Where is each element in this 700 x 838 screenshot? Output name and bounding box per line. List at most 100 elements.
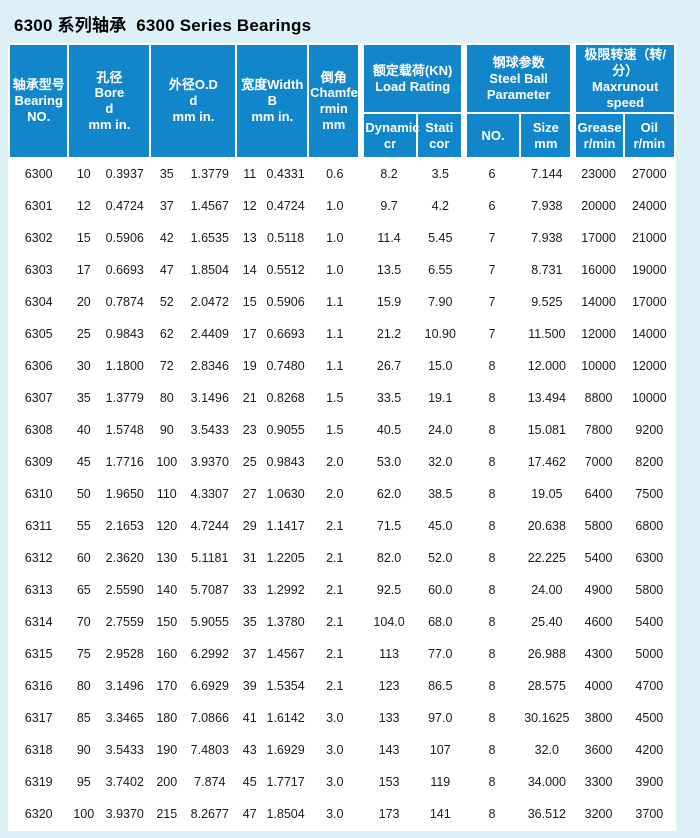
table-cell: 8 [462,381,522,416]
header-max-speed: 极限转速（转/分） Maxrunout speed [570,42,676,115]
table-cell: 22.225 [519,541,575,576]
table-cell: 8 [462,349,522,384]
table-cell: 47 [149,253,185,288]
table-cell: 71.5 [360,509,418,544]
table-cell: 8 [462,797,522,832]
header-ball-size: Size mm [519,112,575,160]
table-cell: 0.5906 [98,221,152,256]
table-row: 6305 25 0.9843 62 2.4409 17 0.6693 1.1 21.2 10.90… [7,317,677,352]
table-cell: 8.731 [519,253,575,288]
table-cell: 2.7559 [98,605,152,640]
table-cell: 3.5433 [182,413,238,448]
table-cell: 25 [235,445,265,480]
table-row: 6319 95 3.7402 200 7.874 45 1.7717 3.0 153 119 8 34… [7,765,677,800]
table-cell: 3600 [572,733,625,768]
table-cell: 1.5748 [98,413,152,448]
table-cell: 100 [149,445,185,480]
table-cell: 13.5 [360,253,418,288]
table-cell: 8 [462,701,522,736]
table-cell: 31 [235,541,265,576]
table-cell: 80 [67,669,101,704]
table-cell: 5800 [622,573,677,608]
table-cell: 55 [67,509,101,544]
table-cell: 12 [235,189,265,224]
table-cell: 41 [235,701,265,736]
table-cell: 0.9055 [262,413,310,448]
table-cell: 15 [235,285,265,320]
table-cell: 85 [67,701,101,736]
table-row: 6318 90 3.5433 190 7.4803 43 1.6929 3.0 143 107 8 3… [7,733,677,768]
table-cell: 141 [415,797,465,832]
table-cell: 180 [149,701,185,736]
table-cell: 6302 [7,221,70,256]
table-cell: 150 [149,605,185,640]
table-cell: 6304 [7,285,70,320]
table-cell: 95 [67,765,101,800]
table-cell: 3.5433 [98,733,152,768]
table-cell: 15 [67,221,101,256]
table-cell: 17 [235,317,265,352]
table-cell: 0.4331 [262,157,310,192]
table-cell: 19 [235,349,265,384]
table-cell: 2.9528 [98,637,152,672]
table-cell: 2.1 [307,669,363,704]
table-cell: 2.1 [307,541,363,576]
table-cell: 130 [149,541,185,576]
table-cell: 2.1 [307,637,363,672]
table-cell: 10000 [622,381,677,416]
table-cell: 5.7087 [182,573,238,608]
table-cell: 1.7716 [98,445,152,480]
table-cell: 27 [235,477,265,512]
table-cell: 8 [462,605,522,640]
table-cell: 6306 [7,349,70,384]
table-cell: 60 [67,541,101,576]
table-cell: 4600 [572,605,625,640]
table-cell: 1.2992 [262,573,310,608]
table-row: 6304 20 0.7874 52 2.0472 15 0.5906 1.1 15.9 7.90 7… [7,285,677,320]
table-cell: 8200 [622,445,677,480]
table-cell: 8 [462,541,522,576]
table-cell: 11 [235,157,265,192]
table-cell: 25 [67,317,101,352]
table-cell: 0.8268 [262,381,310,416]
header-bore: 孔径 Bore d mm in. [67,42,152,160]
table-cell: 1.6142 [262,701,310,736]
table-cell: 50 [67,477,101,512]
table-cell: 8 [462,413,522,448]
table-cell: 1.2205 [262,541,310,576]
table-cell: 6308 [7,413,70,448]
table-cell: 19000 [622,253,677,288]
table-cell: 0.4724 [98,189,152,224]
table-cell: 8 [462,573,522,608]
table-cell: 7500 [622,477,677,512]
table-row: 6314 70 2.7559 150 5.9055 35 1.3780 2.1 104.0 68.… [7,605,677,640]
table-cell: 21.2 [360,317,418,352]
table-cell: 6800 [622,509,677,544]
table-cell: 3.0 [307,765,363,800]
table-cell: 53.0 [360,445,418,480]
table-cell: 6317 [7,701,70,736]
table-cell: 60.0 [415,573,465,608]
table-cell: 6316 [7,669,70,704]
table-cell: 7000 [572,445,625,480]
table-row: 6307 35 1.3779 80 3.1496 21 0.8268 1.5 33.5 19.1 8… [7,381,677,416]
table-cell: 2.0 [307,445,363,480]
table-cell: 5400 [622,605,677,640]
table-cell: 86.5 [415,669,465,704]
table-cell: 0.4724 [262,189,310,224]
table-cell: 17000 [572,221,625,256]
table-row: 6302 15 0.5906 42 1.6535 13 0.5118 1.0 11.4 5.45 7… [7,221,677,256]
table-cell: 30.1625 [519,701,575,736]
table-cell: 12000 [622,349,677,384]
table-cell: 143 [360,733,418,768]
header-oil-speed: Oil r/min [622,112,677,160]
table-cell: 35 [149,157,185,192]
table-cell: 3.9370 [182,445,238,480]
table-cell: 62.0 [360,477,418,512]
table-cell: 8 [462,477,522,512]
table-cell: 8 [462,509,522,544]
table-row: 6300 10 0.3937 35 1.3779 11 0.4331 0.6 8.2 3.5 6 7.… [7,157,677,192]
table-cell: 10 [67,157,101,192]
table-cell: 6309 [7,445,70,480]
table-cell: 37 [235,637,265,672]
